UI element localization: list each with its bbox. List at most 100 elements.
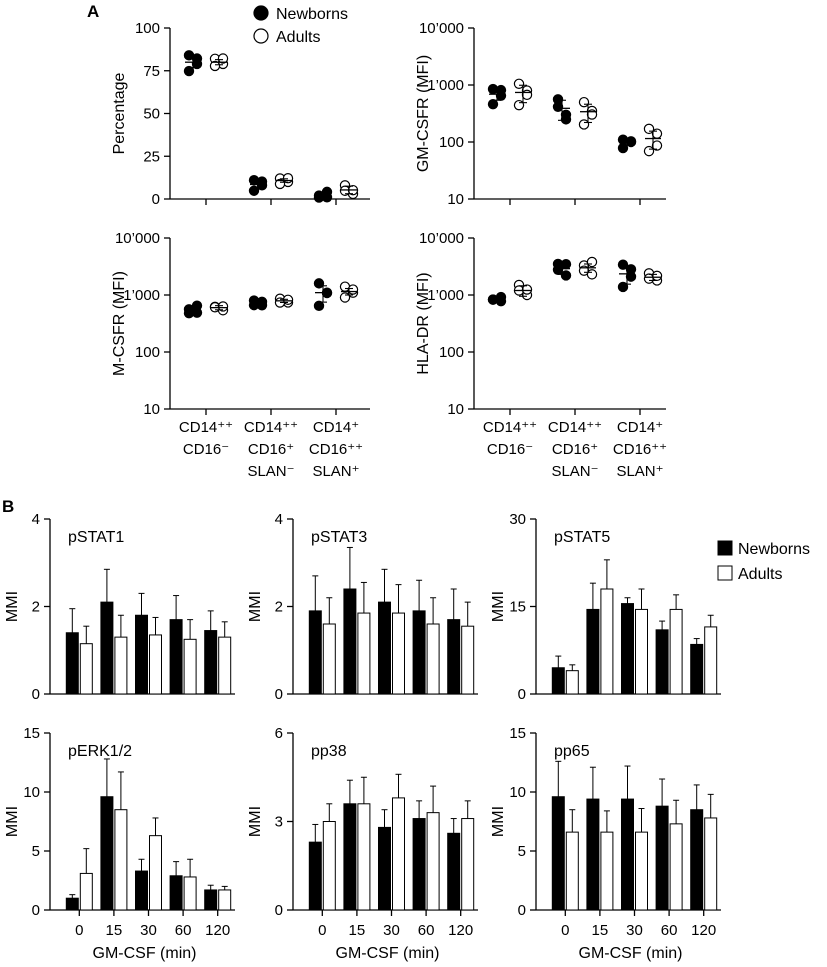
chart-title: pERK1/2 xyxy=(68,743,132,760)
adult-bar xyxy=(114,636,128,695)
bar-chart-2: 0 2 4 pSTAT3 MMI xyxy=(247,511,478,703)
adult-bar xyxy=(565,670,579,695)
bar-chart-5: 0 3 6 pp38 MMI 0 15 30 60 120 GM-CSF (min) xyxy=(247,725,478,962)
newborn-bar xyxy=(65,897,79,911)
adult-bar xyxy=(322,623,336,695)
adult-bar xyxy=(79,872,93,911)
adult-point xyxy=(217,53,229,64)
legend-newborns-marker xyxy=(253,5,269,21)
y-tick-label: 10 xyxy=(23,784,40,801)
y-tick-label: 4 xyxy=(275,511,283,528)
adult-point xyxy=(217,301,229,312)
y-tick-label: 10 xyxy=(447,401,464,418)
y-tick-label: 100 xyxy=(439,134,464,151)
category-label: CD16⁻ xyxy=(183,441,229,458)
adult-bar xyxy=(565,831,579,911)
y-tick-label: 0 xyxy=(518,686,526,703)
y-tick-label: 0 xyxy=(275,686,283,703)
scatter-plot-1: 0 25 50 75 100 Percentage xyxy=(111,20,370,208)
adult-point xyxy=(651,270,663,282)
adult-bar xyxy=(461,625,475,695)
adult-bar xyxy=(461,818,475,911)
newborn-point xyxy=(495,84,507,96)
adult-bar xyxy=(600,588,614,695)
newborn-bar xyxy=(690,643,704,695)
legend-adults-marker xyxy=(253,28,269,44)
category-label: CD16⁺ xyxy=(248,441,294,458)
adult-point xyxy=(651,140,663,151)
y-tick-label: 3 xyxy=(275,814,283,831)
category-label: SLAN⁺ xyxy=(616,463,663,480)
y-tick-label: 4 xyxy=(32,511,40,528)
category-label: CD14⁺⁺ xyxy=(179,419,233,436)
adult-bar xyxy=(357,803,371,911)
newborn-bar xyxy=(378,601,391,695)
newborn-bar xyxy=(343,588,357,695)
adult-point xyxy=(347,284,359,295)
newborn-point xyxy=(191,300,203,311)
category-label: SLAN⁺ xyxy=(312,463,359,480)
y-axis-label: Percentage xyxy=(111,72,128,154)
newborn-point xyxy=(552,101,564,112)
newborn-point xyxy=(183,65,195,77)
category-label: CD16⁺⁺ xyxy=(613,441,667,458)
y-axis-label: HLA-DR (MFI) xyxy=(415,272,432,374)
adult-point xyxy=(521,89,533,101)
newborn-point xyxy=(560,270,572,281)
adult-bar xyxy=(114,809,128,911)
newborn-bar xyxy=(343,803,357,911)
newborn-bar xyxy=(65,632,79,695)
adult-bar xyxy=(635,831,648,911)
newborn-bar xyxy=(378,826,391,911)
adult-point xyxy=(578,119,590,130)
legend-adults-swatch xyxy=(717,565,733,581)
newborn-bar xyxy=(586,798,600,911)
category-label: CD16⁺⁺ xyxy=(309,441,363,458)
newborn-point xyxy=(487,98,499,110)
y-tick-label: 0 xyxy=(32,686,40,703)
category-label: CD14⁺ xyxy=(617,419,663,436)
adult-bar xyxy=(635,608,648,695)
newborn-point xyxy=(552,264,564,276)
x-tick-label: 120 xyxy=(205,922,230,939)
legend-newborns-swatch xyxy=(717,540,733,556)
adult-point xyxy=(339,292,351,303)
chart-title: pSTAT5 xyxy=(554,529,610,546)
x-axis-label: GM-CSF (min) xyxy=(93,945,197,962)
x-tick-label: 15 xyxy=(106,922,123,939)
scatter-plot-4: 10 100 1’000 10’000 HLA-DR (MFI) CD14⁺⁺ CD16⁻ C… xyxy=(415,230,667,480)
category-label: CD14⁺⁺ xyxy=(548,419,602,436)
adult-point xyxy=(643,145,655,157)
y-tick-label: 0 xyxy=(152,191,160,208)
newborn-bar xyxy=(621,798,634,911)
adult-point xyxy=(586,256,598,268)
y-tick-label: 10’000 xyxy=(115,230,160,247)
legend-newborns-label: Newborns xyxy=(276,6,348,23)
x-tick-label: 15 xyxy=(349,922,366,939)
x-tick-label: 60 xyxy=(175,922,192,939)
x-tick-label: 0 xyxy=(318,922,326,939)
adult-bar xyxy=(79,643,93,695)
adult-bar xyxy=(392,797,405,911)
adult-point xyxy=(651,128,663,139)
y-tick-label: 100 xyxy=(439,344,464,361)
adult-bar xyxy=(149,835,162,911)
adult-bar xyxy=(669,823,683,911)
x-tick-label: 30 xyxy=(140,922,157,939)
chart-title: pp38 xyxy=(311,743,347,760)
category-label: CD16⁻ xyxy=(487,441,533,458)
adult-bar xyxy=(218,636,232,695)
newborn-bar xyxy=(447,619,461,695)
chart-title: pp65 xyxy=(554,743,590,760)
x-tick-label: 0 xyxy=(561,922,569,939)
bar-chart-1: 0 2 4 pSTAT1 MMI xyxy=(4,511,235,703)
y-tick-label: 30 xyxy=(509,511,526,528)
chart-title: pSTAT3 xyxy=(311,529,367,546)
bar-chart-6: 0 5 10 15 pp65 MMI 0 15 30 60 120 GM-CSF (min) xyxy=(490,725,721,962)
adult-point xyxy=(513,99,525,111)
category-label: CD14⁺⁺ xyxy=(244,419,298,436)
newborn-bar xyxy=(551,796,565,911)
adult-bar xyxy=(322,821,336,911)
adult-bar xyxy=(426,812,440,911)
